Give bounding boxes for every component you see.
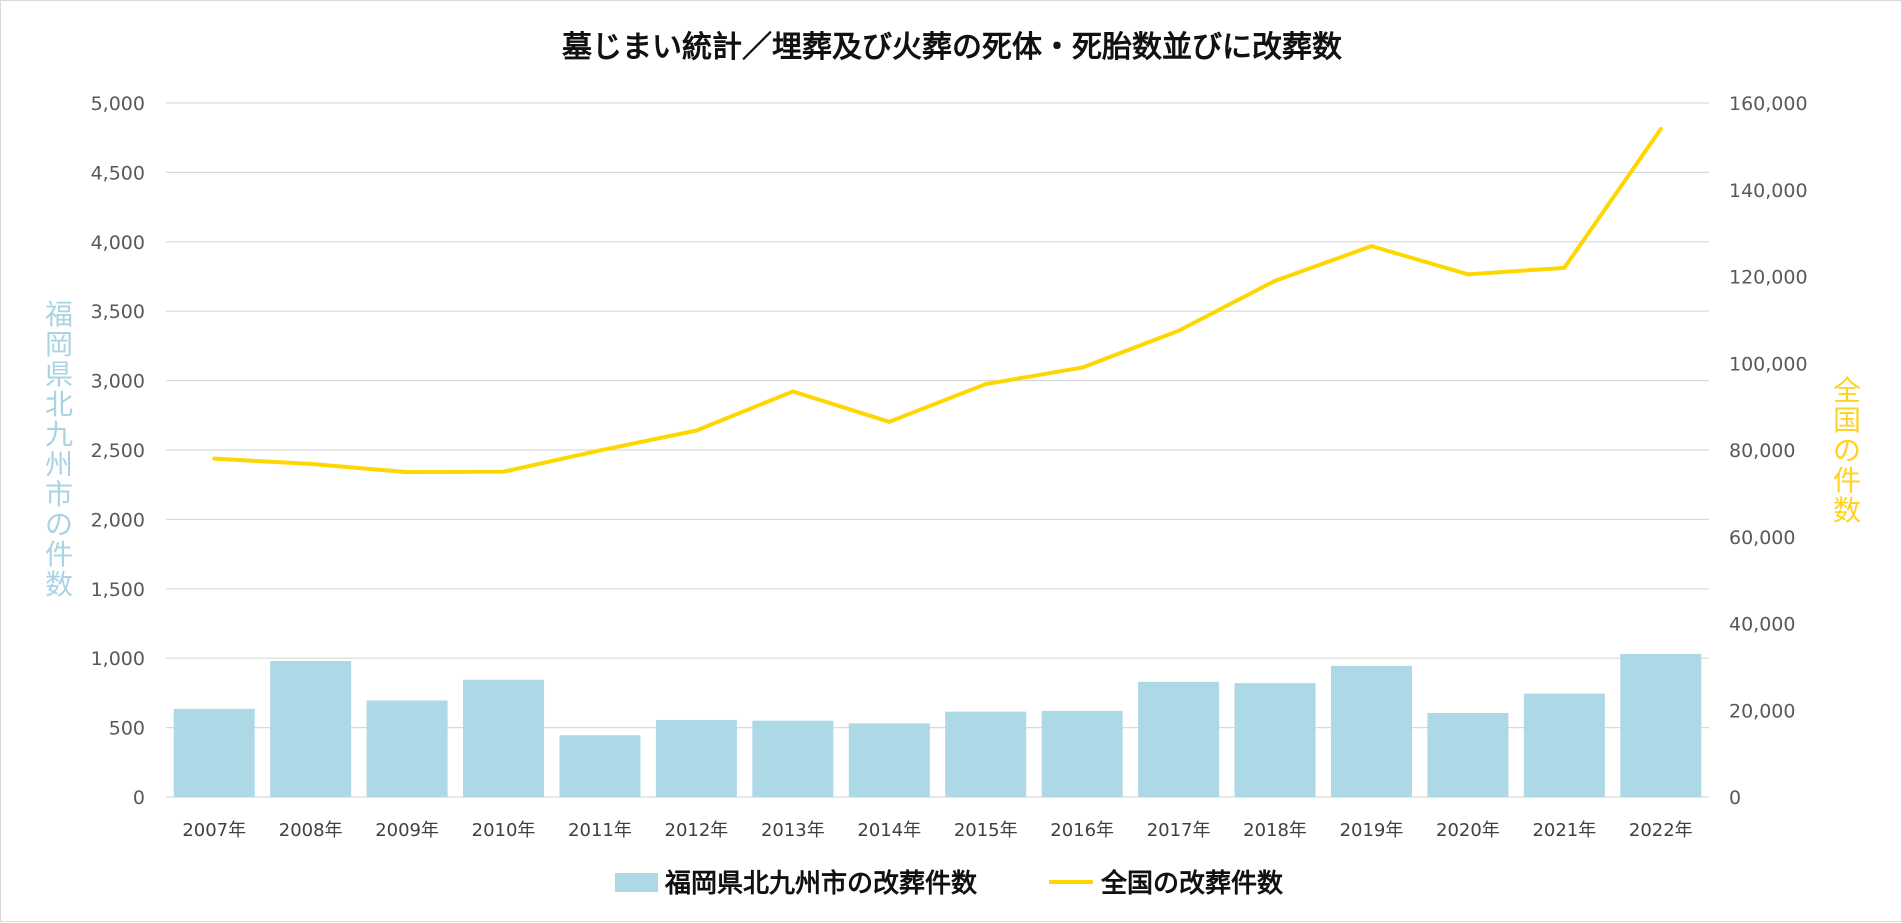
- line-point: [1080, 365, 1085, 370]
- bar: [1041, 710, 1123, 797]
- line-point: [790, 389, 795, 394]
- bar: [1620, 654, 1702, 797]
- left-tick-label: 1,500: [91, 579, 145, 601]
- right-axis-label-char: 件: [1833, 464, 1861, 497]
- left-axis-label-char: 州: [45, 448, 73, 481]
- line-point: [887, 419, 892, 424]
- right-axis-label-char: の: [1833, 434, 1861, 467]
- left-tick-label: 0: [133, 787, 145, 809]
- line-series: [212, 127, 1663, 475]
- line-point: [1176, 328, 1181, 333]
- left-axis-label-char: 福: [45, 298, 73, 331]
- line-point: [212, 456, 217, 461]
- x-tick-label: 2008年: [279, 820, 343, 841]
- legend-line-label: 全国の改葬件数: [1100, 868, 1284, 899]
- left-axis-label-char: 九: [45, 418, 73, 451]
- bar: [1234, 683, 1316, 797]
- legend-bar-swatch: [615, 873, 658, 892]
- left-axis-label-char: 県: [45, 358, 73, 391]
- line-point: [1369, 244, 1374, 249]
- x-tick-label: 2019年: [1340, 820, 1404, 841]
- bar: [1523, 693, 1605, 797]
- x-tick-label: 2017年: [1147, 820, 1211, 841]
- x-axis-ticks: 2007年 2008年 2009年 2010年 2011年 2012年 2013年 2014年…: [182, 820, 1692, 841]
- x-tick-label: 2014年: [857, 820, 921, 841]
- x-tick-label: 2012年: [665, 820, 729, 841]
- left-axis-label-char: 件: [45, 538, 73, 571]
- left-tick-label: 3,000: [91, 371, 145, 393]
- x-tick-label: 2007年: [182, 820, 246, 841]
- right-tick-label: 140,000: [1729, 180, 1808, 202]
- bar-series: [173, 654, 1702, 797]
- line-point: [983, 382, 988, 387]
- line-national: [214, 127, 1663, 475]
- x-tick-label: 2018年: [1243, 820, 1307, 841]
- right-tick-label: 40,000: [1729, 614, 1795, 636]
- line-point: [597, 448, 602, 453]
- bar: [463, 679, 545, 797]
- right-tick-label: 80,000: [1729, 440, 1795, 462]
- left-tick-label: 5,000: [91, 93, 145, 115]
- x-tick-label: 2020年: [1436, 820, 1500, 841]
- bar: [945, 711, 1027, 797]
- bar: [173, 708, 255, 797]
- line-point: [501, 469, 506, 474]
- bar: [655, 719, 737, 797]
- bar: [1330, 665, 1412, 797]
- right-tick-label: 120,000: [1729, 267, 1808, 289]
- legend-bar-label: 福岡県北九州市の改葬件数: [664, 868, 978, 899]
- right-tick-label: 100,000: [1729, 353, 1808, 375]
- gridlines: [166, 102, 1709, 798]
- line-point: [1273, 278, 1278, 283]
- left-axis-label-char: の: [45, 508, 73, 541]
- left-tick-label: 1,000: [91, 648, 145, 670]
- line-point: [308, 461, 313, 466]
- legend: 福岡県北九州市の改葬件数 全国の改葬件数: [615, 868, 1284, 899]
- left-tick-label: 2,500: [91, 440, 145, 462]
- right-tick-label: 0: [1729, 787, 1741, 809]
- bar: [848, 723, 930, 797]
- right-axis-label-char: 国: [1833, 404, 1861, 437]
- line-point: [405, 470, 410, 475]
- x-tick-label: 2011年: [568, 820, 632, 841]
- left-axis-label-char: 北: [45, 388, 73, 421]
- right-tick-label: 20,000: [1729, 700, 1795, 722]
- line-point: [694, 428, 699, 433]
- bar: [270, 660, 352, 797]
- left-tick-label: 500: [109, 718, 145, 740]
- left-axis-label-char: 岡: [45, 328, 73, 361]
- x-tick-label: 2022年: [1629, 820, 1693, 841]
- bar: [1427, 713, 1509, 797]
- bar: [366, 700, 448, 797]
- line-point: [1658, 127, 1663, 132]
- chart-title: 墓じまい統計／埋葬及び火葬の死体・死胎数並びに改葬数: [561, 30, 1343, 65]
- x-tick-label: 2015年: [954, 820, 1018, 841]
- x-tick-label: 2010年: [472, 820, 536, 841]
- bar: [1138, 681, 1220, 797]
- left-tick-label: 4,500: [91, 162, 145, 184]
- bar: [559, 735, 641, 797]
- left-tick-label: 2,000: [91, 509, 145, 531]
- x-tick-label: 2016年: [1050, 820, 1114, 841]
- left-axis-label-char: 数: [45, 568, 73, 601]
- right-axis-ticks: 0 20,000 40,000 60,000 80,000 100,000 120,000 1…: [1729, 93, 1808, 809]
- left-tick-label: 3,500: [91, 301, 145, 323]
- left-axis-ticks: 0 500 1,000 1,500 2,000 2,500 3,000 3,500 4,000 4…: [91, 93, 145, 809]
- right-tick-label: 60,000: [1729, 527, 1795, 549]
- bar: [752, 720, 834, 797]
- line-point: [1465, 272, 1470, 277]
- right-axis-label-char: 数: [1833, 494, 1861, 527]
- x-tick-label: 2013年: [761, 820, 825, 841]
- left-axis-label-char: 市: [45, 478, 73, 511]
- right-axis-label-char: 全: [1833, 374, 1861, 407]
- line-point: [1562, 265, 1567, 270]
- x-tick-label: 2009年: [375, 820, 439, 841]
- right-tick-label: 160,000: [1729, 93, 1808, 115]
- left-tick-label: 4,000: [91, 232, 145, 254]
- x-tick-label: 2021年: [1532, 820, 1596, 841]
